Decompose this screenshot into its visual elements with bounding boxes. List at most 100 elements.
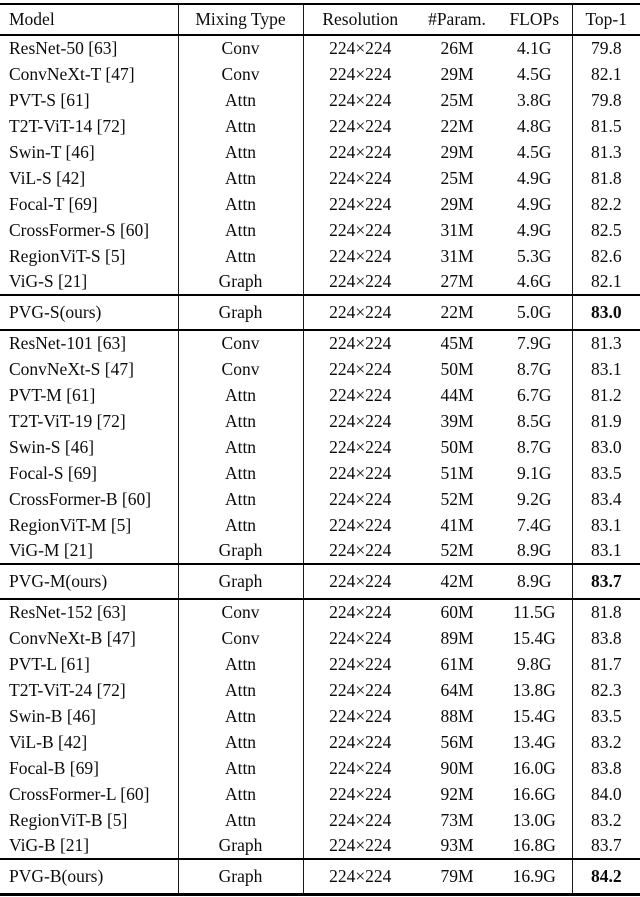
cell-model: ViG-S [21]	[0, 269, 179, 295]
cell-flops: 5.3G	[497, 243, 573, 269]
header-row: Model Mixing Type Resolution #Param. FLOPs To…	[0, 4, 640, 35]
cell-flops: 7.9G	[497, 330, 573, 356]
cell-params: 60M	[440, 602, 474, 622]
cell-resolution: 224×224	[329, 571, 392, 591]
cell-params: 39M	[440, 410, 474, 431]
cell-params: 29M	[440, 63, 474, 84]
cell-params: 79M	[440, 865, 474, 886]
table-row: CrossFormer-L [60] Attn 224×224 92M 16.6G 84.…	[0, 781, 640, 807]
cell-model: PVG-M(ours)	[0, 564, 179, 599]
cell-top1: 82.6	[590, 245, 622, 266]
cell-flops: 8.7G	[497, 434, 573, 460]
cell-mixing: Attn	[178, 807, 304, 833]
cell-resolution: 224×224	[329, 271, 392, 291]
cell-top1: 83.2	[590, 731, 622, 752]
cell-flops: 13.4G	[497, 729, 573, 755]
cell-params: 27M	[440, 271, 474, 291]
cell-model: CrossFormer-B [60]	[0, 486, 179, 512]
cell-params: 52M	[440, 488, 474, 509]
table-row: T2T-ViT-14 [72] Attn 224×224 22M 4.8G 81.5	[0, 113, 640, 139]
cell-model: ResNet-152 [63]	[0, 599, 179, 625]
cell-mixing: Attn	[178, 408, 304, 434]
cell-mixing: Attn	[178, 217, 304, 243]
cell-resolution: 224×224	[329, 602, 392, 622]
cell-resolution: 224×224	[329, 514, 392, 535]
cell-mixing: Conv	[178, 61, 304, 87]
cell-mixing: Attn	[178, 434, 304, 460]
cell-params: 56M	[440, 731, 474, 752]
model-group-2: ResNet-101 [63] Conv 224×224 45M 7.9G 81.3 Con…	[0, 330, 640, 564]
column-header-model: Model	[0, 4, 179, 35]
cell-params: 89M	[440, 627, 474, 648]
cell-mixing: Graph	[178, 564, 304, 599]
cell-model: Focal-T [69]	[0, 191, 179, 217]
cell-params: 64M	[440, 679, 474, 700]
cell-top1: 83.4	[590, 488, 622, 509]
cell-resolution: 224×224	[329, 384, 392, 405]
cell-model: PVG-S(ours)	[0, 295, 179, 330]
cell-top1: 83.7	[590, 571, 622, 591]
cell-params: 51M	[440, 462, 474, 483]
cell-params: 92M	[440, 783, 474, 804]
cell-top1: 83.7	[590, 835, 622, 855]
cell-params: 93M	[440, 835, 474, 855]
cell-resolution: 224×224	[329, 219, 392, 240]
table-row: ResNet-152 [63] Conv 224×224 60M 11.5G 81.8	[0, 599, 640, 625]
cell-flops: 7.4G	[497, 512, 573, 538]
cell-model: PVT-S [61]	[0, 87, 179, 113]
cell-flops: 9.2G	[497, 486, 573, 512]
table-row: Focal-T [69] Attn 224×224 29M 4.9G 82.2	[0, 191, 640, 217]
cell-top1: 81.8	[590, 167, 622, 188]
table-row: ResNet-101 [63] Conv 224×224 45M 7.9G 81.3	[0, 330, 640, 356]
cell-model: Swin-T [46]	[0, 139, 179, 165]
cell-mixing: Conv	[178, 35, 304, 61]
cell-model: PVT-L [61]	[0, 651, 179, 677]
table-row: T2T-ViT-19 [72] Attn 224×224 39M 8.5G 81.9	[0, 408, 640, 434]
table-row: Focal-B [69] Attn 224×224 90M 16.0G 83.8	[0, 755, 640, 781]
cell-resolution: 224×224	[329, 783, 392, 804]
cell-model: ConvNeXt-S [47]	[0, 356, 179, 382]
column-header-top-1: Top-1	[585, 9, 628, 29]
column-header-param: #Param.	[428, 9, 486, 29]
cell-flops: 13.8G	[497, 677, 573, 703]
table-row: ConvNeXt-T [47] Conv 224×224 29M 4.5G 82.1	[0, 61, 640, 87]
cell-model: ViG-B [21]	[0, 833, 179, 859]
cell-resolution: 224×224	[329, 731, 392, 752]
cell-model: ViL-B [42]	[0, 729, 179, 755]
cell-top1: 82.3	[590, 679, 622, 700]
cell-model: RegionViT-B [5]	[0, 807, 179, 833]
cell-params: 44M	[440, 384, 474, 405]
cell-top1: 83.2	[590, 809, 622, 830]
cell-model: T2T-ViT-14 [72]	[0, 113, 179, 139]
cell-top1: 81.7	[590, 653, 622, 674]
cell-model: ViL-S [42]	[0, 165, 179, 191]
cell-mixing: Attn	[178, 243, 304, 269]
cell-mixing: Conv	[178, 330, 304, 356]
cell-params: 73M	[440, 809, 474, 830]
cell-mixing: Graph	[178, 859, 304, 894]
cell-resolution: 224×224	[329, 757, 392, 778]
cell-flops: 4.1G	[497, 35, 573, 61]
cell-model: ResNet-50 [63]	[0, 35, 179, 61]
cell-mixing: Attn	[178, 651, 304, 677]
cell-resolution: 224×224	[329, 358, 392, 379]
cell-top1: 83.1	[590, 540, 622, 560]
cell-resolution: 224×224	[329, 679, 392, 700]
table-row: PVT-M [61] Attn 224×224 44M 6.7G 81.2	[0, 382, 640, 408]
cell-flops: 16.8G	[497, 833, 573, 859]
cell-model: CrossFormer-L [60]	[0, 781, 179, 807]
results-table: Model Mixing Type Resolution #Param. FLOPs To…	[0, 3, 640, 896]
cell-mixing: Conv	[178, 599, 304, 625]
cell-top1: 83.0	[590, 302, 622, 322]
cell-top1: 84.0	[590, 783, 622, 804]
cell-model: RegionViT-S [5]	[0, 243, 179, 269]
cell-top1: 82.5	[590, 219, 622, 240]
cell-flops: 4.5G	[497, 139, 573, 165]
cell-flops: 9.8G	[497, 651, 573, 677]
table-row: RegionViT-S [5] Attn 224×224 31M 5.3G 82.6	[0, 243, 640, 269]
table-row: Swin-T [46] Attn 224×224 29M 4.5G 81.3	[0, 139, 640, 165]
cell-top1: 83.1	[590, 358, 622, 379]
table-row: ViG-S [21] Graph 224×224 27M 4.6G 82.1	[0, 269, 640, 295]
cell-model: ResNet-101 [63]	[0, 330, 179, 356]
table-row: PVT-L [61] Attn 224×224 61M 9.8G 81.7	[0, 651, 640, 677]
